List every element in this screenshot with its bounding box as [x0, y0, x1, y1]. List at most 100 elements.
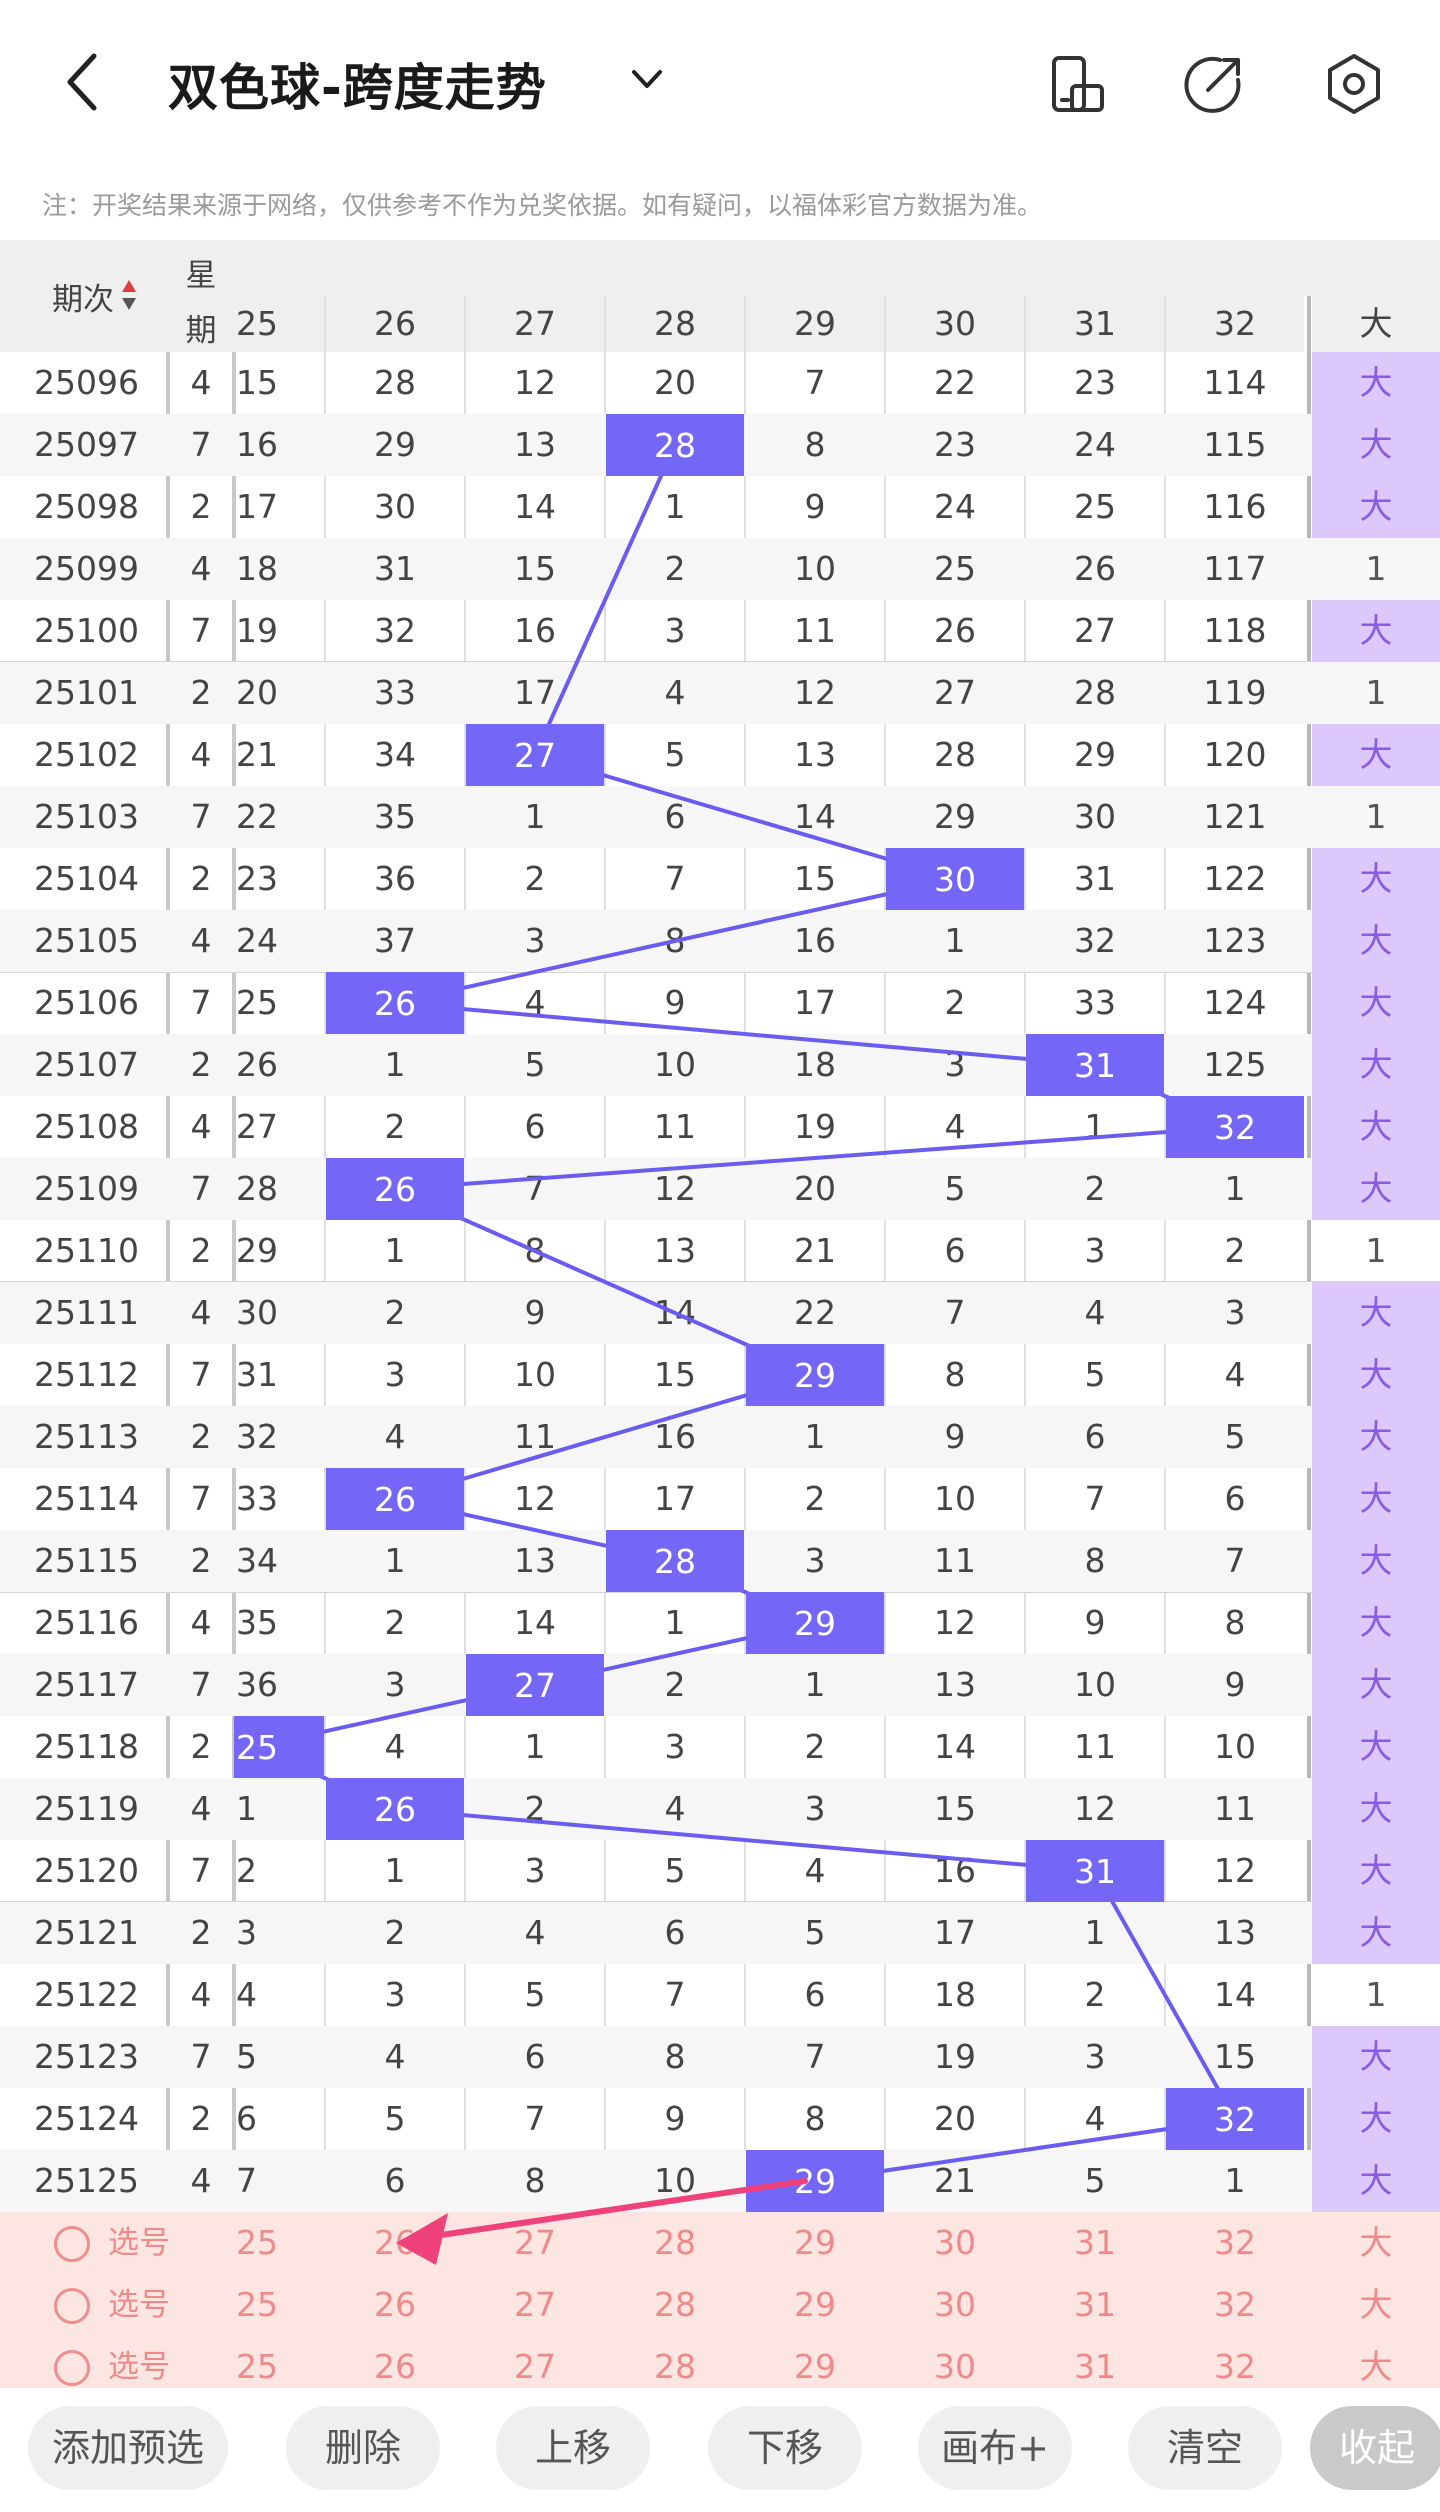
span-cell: 3 — [804, 1541, 826, 1580]
issue-cell: 25105 — [34, 921, 139, 960]
span-cell: 1 — [236, 1789, 257, 1828]
move-down-button[interactable]: 下移 — [708, 2406, 862, 2490]
pick-cell[interactable]: 27 — [514, 2347, 556, 2386]
table-row[interactable]: 25097 7 16 29 13 28 8 23 24 115 大 — [0, 414, 1440, 476]
table-row[interactable]: 25120 7 2 1 3 5 4 16 31 12 大 — [0, 1840, 1440, 1902]
pick-cell[interactable]: 31 — [1074, 2285, 1116, 2324]
table-row[interactable]: 25110 2 29 1 8 13 21 6 3 2 1 — [0, 1220, 1440, 1282]
table-row[interactable]: 25099 4 18 31 15 2 10 25 26 117 1 — [0, 538, 1440, 600]
pick-cell[interactable]: 26 — [374, 2285, 416, 2324]
table-row[interactable]: 25108 4 27 2 6 11 19 4 1 32 大 — [0, 1096, 1440, 1158]
pick-cell[interactable]: 26 — [374, 2347, 416, 2386]
pick-cell[interactable]: 28 — [654, 2223, 696, 2262]
table-row[interactable]: 25124 2 6 5 7 9 8 20 4 32 大 — [0, 2088, 1440, 2150]
delete-button[interactable]: 删除 — [286, 2406, 440, 2490]
table-row[interactable]: 25116 4 35 2 14 1 29 12 9 8 大 — [0, 1592, 1440, 1654]
pick-cell[interactable]: 32 — [1214, 2223, 1256, 2262]
span-cell: 35 — [374, 797, 416, 836]
pick-cell[interactable]: 25 — [236, 2223, 278, 2262]
span-cell: 7 — [1084, 1479, 1106, 1518]
week-cell: 4 — [190, 363, 212, 402]
week-cell: 2 — [190, 487, 212, 526]
week-cell: 7 — [190, 2037, 212, 2076]
span-cell: 23 — [934, 425, 976, 464]
collapse-button[interactable]: 收起 — [1310, 2406, 1440, 2490]
table-row[interactable]: 25123 7 5 4 6 8 7 19 3 15 大 — [0, 2026, 1440, 2088]
pick-cell[interactable]: 29 — [794, 2223, 836, 2262]
move-up-button[interactable]: 上移 — [496, 2406, 650, 2490]
pick-cell[interactable]: 28 — [654, 2285, 696, 2324]
pick-big-cell[interactable]: 大 — [1359, 2347, 1393, 2386]
pick-cell[interactable]: 32 — [1214, 2285, 1256, 2324]
pick-big-cell[interactable]: 大 — [1359, 2223, 1393, 2262]
table-row[interactable]: 25098 2 17 30 14 1 9 24 25 116 大 — [0, 476, 1440, 538]
table-row[interactable]: 25107 2 26 1 5 10 18 3 31 125 大 — [0, 1034, 1440, 1096]
table-row[interactable]: 25121 2 3 2 4 6 5 17 1 13 大 — [0, 1902, 1440, 1964]
table-row[interactable]: 25115 2 34 1 13 28 3 11 8 7 大 — [0, 1530, 1440, 1592]
pick-cell[interactable]: 31 — [1074, 2347, 1116, 2386]
select-radio[interactable] — [54, 2350, 90, 2386]
clear-button[interactable]: 清空 — [1128, 2406, 1282, 2490]
table-row[interactable]: 25101 2 20 33 17 4 12 27 28 119 1 — [0, 662, 1440, 724]
span-cell: 17 — [514, 673, 556, 712]
table-row[interactable]: 25096 4 15 28 12 20 7 22 23 114 大 — [0, 352, 1440, 414]
table-row[interactable]: 25104 2 23 36 2 7 15 30 31 122 大 — [0, 848, 1440, 910]
pick-cell[interactable]: 26 — [374, 2223, 416, 2262]
pick-cell[interactable]: 28 — [654, 2347, 696, 2386]
span-cell: 3 — [524, 1851, 546, 1890]
table-row[interactable]: 25125 4 7 6 8 10 29 21 5 1 大 — [0, 2150, 1440, 2212]
settings-icon[interactable] — [1322, 52, 1386, 116]
table-row[interactable]: 25105 4 24 37 3 8 16 1 32 123 大 — [0, 910, 1440, 972]
select-radio[interactable] — [54, 2288, 90, 2324]
week-cell: 7 — [190, 611, 212, 650]
back-arrow-icon[interactable] — [62, 50, 102, 114]
table-row[interactable]: 25122 4 4 3 5 7 6 18 2 14 1 — [0, 1964, 1440, 2026]
table-row[interactable]: 25109 7 28 26 7 12 20 5 2 1 大 — [0, 1158, 1440, 1220]
chevron-down-icon[interactable] — [628, 66, 666, 94]
table-row[interactable]: 25106 7 25 26 4 9 17 2 33 124 大 — [0, 972, 1440, 1034]
table-row[interactable]: 25102 4 21 34 27 5 13 28 29 120 大 — [0, 724, 1440, 786]
span-cell: 13 — [794, 735, 836, 774]
table-row[interactable]: 25103 7 22 35 1 6 14 29 30 121 1 — [0, 786, 1440, 848]
span-cell: 4 — [804, 1851, 826, 1890]
table-row[interactable]: 25112 7 31 3 10 15 29 8 5 4 大 — [0, 1344, 1440, 1406]
span-cell: 15 — [514, 549, 556, 588]
week-cell: 4 — [190, 1293, 212, 1332]
pick-cell[interactable]: 32 — [1214, 2347, 1256, 2386]
span-cell: 5 — [236, 2037, 257, 2076]
issue-header[interactable]: 期次 — [0, 240, 168, 352]
pick-cell[interactable]: 27 — [514, 2223, 556, 2262]
table-row[interactable]: 25113 2 32 4 11 16 1 9 6 5 大 — [0, 1406, 1440, 1468]
span-cell: 33 — [236, 1479, 278, 1518]
table-row[interactable]: 25118 2 25 4 1 3 2 14 11 10 大 — [0, 1716, 1440, 1778]
pick-cell[interactable]: 30 — [934, 2347, 976, 2386]
pick-cell[interactable]: 30 — [934, 2285, 976, 2324]
table-row[interactable]: 25117 7 36 3 27 2 1 13 10 9 大 — [0, 1654, 1440, 1716]
pick-row[interactable]: 选号 25 26 27 28 29 30 31 32 大 — [0, 2274, 1440, 2336]
sort-icon[interactable] — [120, 278, 138, 312]
span-cell: 4 — [664, 673, 686, 712]
add-preselect-button[interactable]: 添加预选 — [28, 2406, 228, 2490]
pick-cell[interactable]: 29 — [794, 2285, 836, 2324]
big-cell: 大 — [1312, 972, 1440, 1034]
pick-cell[interactable]: 31 — [1074, 2223, 1116, 2262]
pick-cell[interactable]: 27 — [514, 2285, 556, 2324]
big-cell: 大 — [1312, 1530, 1440, 1592]
span-cell: 1 — [804, 1417, 826, 1456]
pick-cell[interactable]: 30 — [934, 2223, 976, 2262]
select-radio[interactable] — [54, 2226, 90, 2262]
pick-row[interactable]: 选号 25 26 27 28 29 30 31 32 大 — [0, 2336, 1440, 2388]
canvas-plus-button[interactable]: 画布+ — [918, 2406, 1072, 2490]
share-icon[interactable] — [1182, 52, 1246, 116]
table-row[interactable]: 25111 4 30 2 9 14 22 7 4 3 大 — [0, 1282, 1440, 1344]
pick-row[interactable]: 选号 25 26 27 28 29 30 31 32 大 — [0, 2212, 1440, 2274]
pick-cell[interactable]: 25 — [236, 2285, 278, 2324]
pick-cell[interactable]: 25 — [236, 2347, 278, 2386]
table-row[interactable]: 25114 7 33 26 12 17 2 10 7 6 大 — [0, 1468, 1440, 1530]
table-row[interactable]: 25100 7 19 32 16 3 11 26 27 118 大 — [0, 600, 1440, 662]
pick-big-cell[interactable]: 大 — [1359, 2285, 1393, 2324]
table-row[interactable]: 25119 4 1 26 2 4 3 15 12 11 大 — [0, 1778, 1440, 1840]
page-title[interactable]: 双色球-跨度走势 — [168, 59, 547, 117]
screen-rotate-icon[interactable] — [1046, 52, 1110, 116]
pick-cell[interactable]: 29 — [794, 2347, 836, 2386]
